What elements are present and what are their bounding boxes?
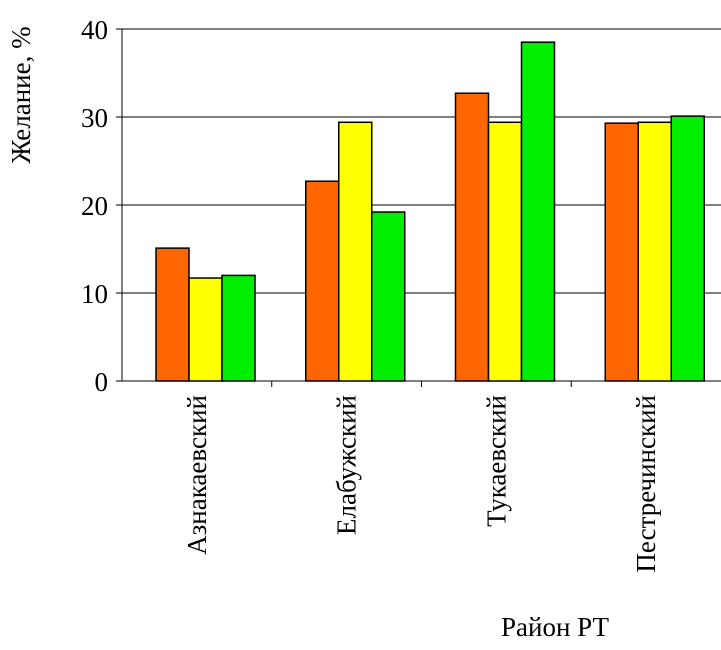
bar	[454, 92, 490, 382]
bar	[338, 121, 373, 382]
axes	[116, 28, 721, 387]
y-tick-labels: 0 10 20 30 40	[81, 15, 108, 397]
bar	[155, 247, 190, 382]
bar	[221, 274, 256, 382]
bars	[155, 41, 705, 382]
bar	[670, 115, 705, 382]
bar	[371, 211, 406, 382]
bar	[487, 121, 523, 382]
bar	[305, 180, 340, 382]
x-tick-label: Пестречинский	[631, 395, 661, 573]
y-tick-label: 30	[81, 103, 108, 133]
x-axis-label: Район РТ	[501, 612, 609, 642]
bar	[520, 41, 556, 382]
y-axis-label: Желание, %	[6, 26, 36, 163]
y-tick-label: 10	[81, 279, 108, 309]
x-tick-label: Тукаевский	[481, 395, 511, 527]
x-tick-label: Азнакаевский	[182, 395, 212, 555]
y-tick-label: 40	[81, 15, 108, 45]
x-tick-labels: Азнакаевский Елабужский Тукаевский Пестречи…	[182, 395, 661, 573]
y-tick-label: 0	[95, 367, 109, 397]
bar	[188, 277, 223, 382]
bar	[604, 122, 639, 382]
bar	[637, 121, 672, 382]
y-tick-label: 20	[81, 191, 108, 221]
x-tick-label: Елабужский	[332, 395, 362, 535]
